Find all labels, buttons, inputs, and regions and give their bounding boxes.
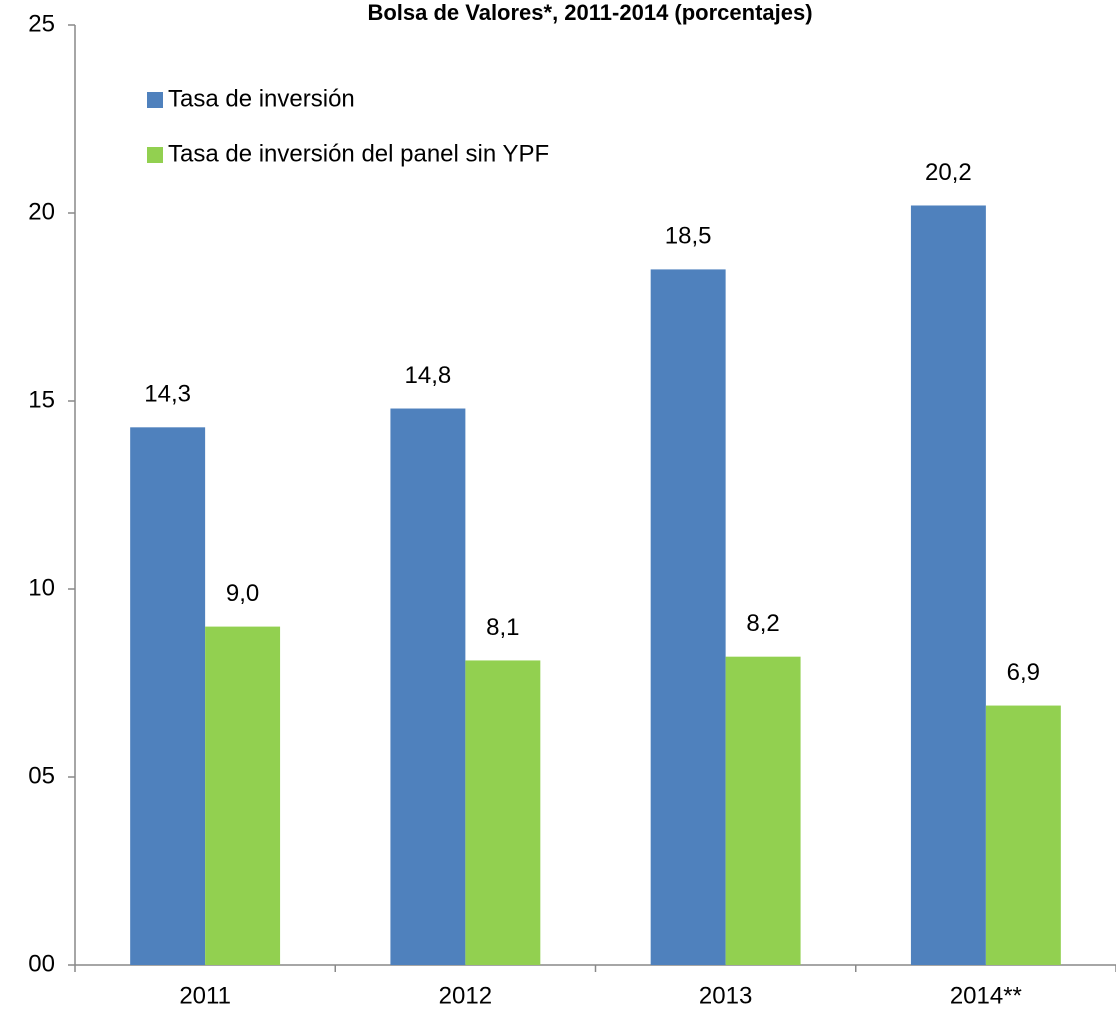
y-tick-label: 25 — [28, 10, 55, 37]
y-tick-label: 10 — [28, 574, 55, 601]
y-tick-label: 15 — [28, 386, 55, 413]
bar — [725, 656, 801, 965]
y-tick-label: 00 — [28, 950, 55, 977]
value-label: 6,9 — [1007, 659, 1040, 686]
bar — [205, 626, 281, 965]
x-tick-label: 2014** — [950, 982, 1022, 1009]
legend-swatch — [147, 147, 163, 163]
y-tick-label: 20 — [28, 198, 55, 225]
bar — [910, 205, 986, 966]
value-label: 9,0 — [226, 580, 259, 607]
value-label: 8,1 — [486, 614, 519, 641]
x-tick-label: 2011 — [179, 982, 231, 1009]
bar — [985, 705, 1061, 965]
x-tick-label: 2012 — [439, 982, 492, 1009]
bar — [465, 660, 541, 965]
y-tick-label: 05 — [28, 762, 55, 789]
value-label: 18,5 — [665, 223, 712, 250]
bar — [390, 408, 466, 965]
legend-label: Tasa de inversión del panel sin YPF — [168, 140, 549, 167]
legend-label: Tasa de inversión — [168, 85, 355, 112]
value-label: 14,3 — [144, 381, 191, 408]
value-label: 14,8 — [405, 362, 452, 389]
chart-title: Bolsa de Valores*, 2011-2014 (porcentaje… — [367, 0, 812, 25]
value-label: 20,2 — [925, 159, 972, 186]
bar — [130, 427, 206, 965]
bar — [650, 269, 726, 965]
legend-swatch — [147, 92, 163, 108]
value-label: 8,2 — [746, 610, 779, 637]
x-tick-label: 2013 — [699, 982, 752, 1009]
